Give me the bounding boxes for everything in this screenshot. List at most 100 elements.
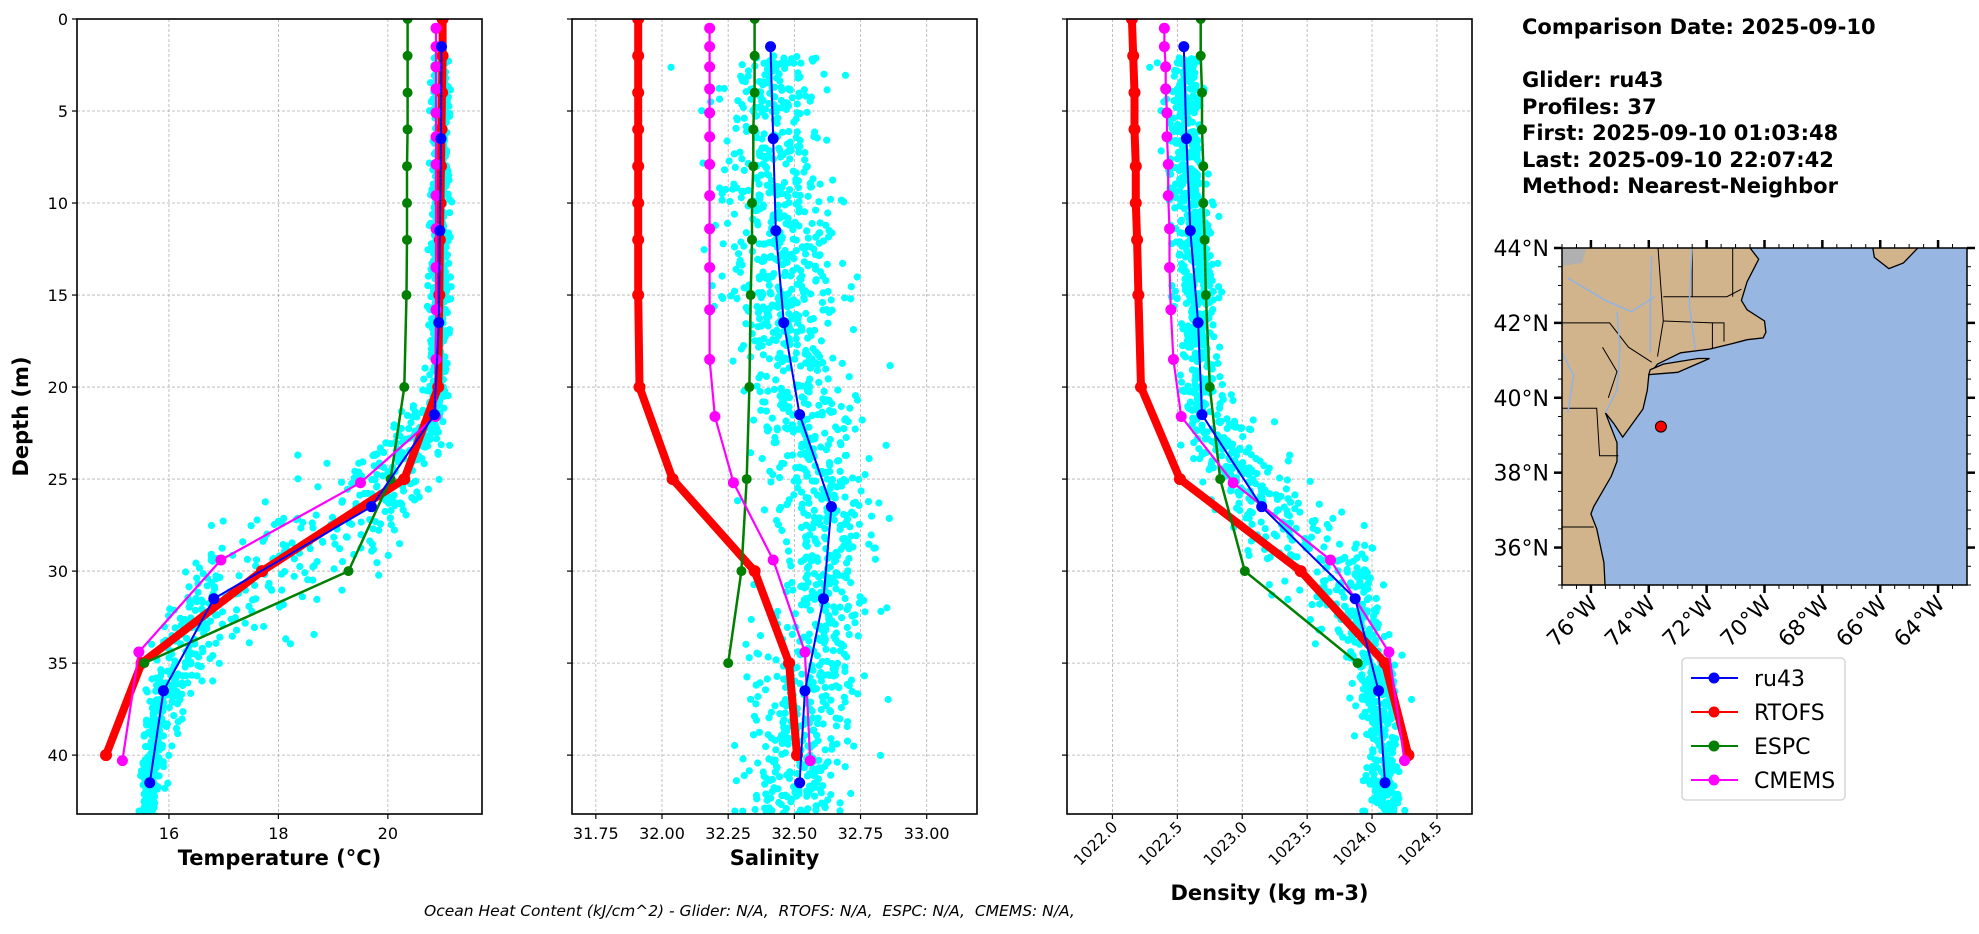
glider-point xyxy=(239,538,247,546)
glider-point xyxy=(781,64,789,72)
glider-point xyxy=(816,816,823,823)
glider-point xyxy=(150,815,157,822)
glider-point xyxy=(824,375,832,383)
glider-point xyxy=(731,807,739,814)
glider-point xyxy=(864,498,873,506)
glider-point xyxy=(826,195,835,203)
glider-point xyxy=(1218,452,1226,460)
glider-point xyxy=(793,128,801,136)
glider-point xyxy=(805,456,814,464)
glider-point xyxy=(1366,574,1374,582)
glider-point xyxy=(1363,764,1371,772)
ru43-marker xyxy=(767,133,779,145)
glider-point xyxy=(348,520,356,528)
glider-point xyxy=(823,475,831,483)
glider-point xyxy=(165,751,173,760)
glider-point xyxy=(1369,710,1377,718)
glider-point xyxy=(447,295,455,303)
espc-marker xyxy=(402,124,413,135)
glider-point xyxy=(742,640,750,648)
glider-point xyxy=(803,415,811,423)
rtofs-marker xyxy=(791,749,803,762)
glider-point xyxy=(330,565,338,573)
espc-marker xyxy=(745,290,756,301)
cmems-marker xyxy=(215,554,227,566)
glider-point xyxy=(761,804,769,812)
glider-point xyxy=(195,564,204,572)
glider-point xyxy=(165,654,173,662)
glider-point xyxy=(831,671,840,679)
glider-point xyxy=(1193,149,1201,157)
glider-point xyxy=(445,195,454,203)
ru43-series xyxy=(1178,41,1391,789)
glider-point xyxy=(832,714,840,722)
glider-point xyxy=(1188,406,1196,414)
glider-point xyxy=(1258,494,1266,502)
glider-point xyxy=(1170,97,1178,105)
glider-point xyxy=(1236,446,1244,454)
glider-point xyxy=(760,257,768,265)
glider-point xyxy=(1181,353,1189,361)
cmems-marker xyxy=(1160,61,1172,73)
rtofs-marker xyxy=(632,86,645,99)
rtofs-marker xyxy=(436,19,449,25)
glider-point xyxy=(853,396,862,404)
last-time: Last: 2025-09-10 22:07:42 xyxy=(1522,147,1834,172)
legend-label: CMEMS xyxy=(1754,769,1835,794)
glider-point xyxy=(803,599,811,608)
glider-point xyxy=(841,763,849,771)
glider-point xyxy=(446,209,454,217)
glider-point xyxy=(768,813,771,814)
glider-point xyxy=(851,619,859,627)
glider-point xyxy=(1190,455,1198,463)
glider-point xyxy=(1384,718,1392,726)
glider-point xyxy=(754,759,762,767)
espc-marker xyxy=(749,87,760,98)
glider-point xyxy=(848,474,857,482)
glider-point xyxy=(855,501,863,510)
glider-point xyxy=(731,163,739,171)
glider-point xyxy=(738,100,746,109)
glider-location-marker xyxy=(1654,420,1667,433)
glider-point xyxy=(1214,359,1222,367)
glider-point xyxy=(313,595,321,604)
glider-point xyxy=(245,639,253,647)
glider-point xyxy=(437,441,445,449)
glider-point xyxy=(387,521,395,529)
glider-point xyxy=(185,583,193,591)
espc-line xyxy=(143,19,409,665)
glider-point xyxy=(826,461,834,469)
glider-point xyxy=(1385,740,1394,748)
espc-line xyxy=(726,19,756,664)
glider-point xyxy=(1189,192,1197,200)
glider-point xyxy=(297,524,305,532)
glider-point xyxy=(810,513,819,522)
glider-point xyxy=(776,773,784,781)
glider-point xyxy=(804,334,812,342)
glider-point xyxy=(1188,305,1197,313)
glider-point xyxy=(1207,460,1215,468)
glider-point xyxy=(1344,607,1352,616)
glider-point xyxy=(821,622,830,630)
x-axis-label: Salinity xyxy=(730,846,820,870)
glider-point xyxy=(355,459,363,467)
glider-point xyxy=(795,463,804,471)
glider-point xyxy=(786,155,794,163)
espc-marker xyxy=(723,658,734,669)
glider-point xyxy=(308,519,316,527)
glider-point xyxy=(849,543,857,551)
glider-point xyxy=(193,672,201,680)
glider-point xyxy=(810,816,817,823)
glider-point xyxy=(730,243,739,251)
glider-point xyxy=(1372,594,1380,603)
glider-point xyxy=(810,506,818,514)
espc-marker xyxy=(399,382,410,393)
espc-marker xyxy=(1198,161,1209,172)
axes-frame xyxy=(76,18,483,815)
glider-point xyxy=(795,222,803,230)
glider-point xyxy=(788,421,796,429)
glider-point xyxy=(233,626,241,634)
glider-point xyxy=(795,148,803,156)
glider-point xyxy=(1191,349,1199,357)
glider-point xyxy=(1276,474,1284,482)
